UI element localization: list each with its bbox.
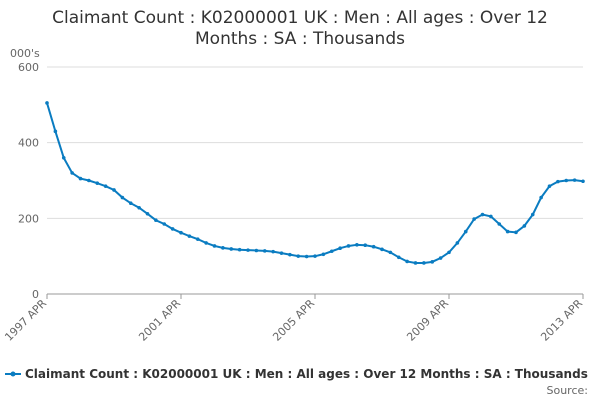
point xyxy=(237,247,242,252)
x-tick-label: 2013 APR xyxy=(538,297,585,344)
point xyxy=(572,178,577,182)
point xyxy=(430,260,435,264)
y-tick-label: 600 xyxy=(18,61,39,74)
point xyxy=(221,246,225,250)
point xyxy=(489,214,493,219)
point xyxy=(338,246,342,251)
point xyxy=(137,205,141,210)
y-tick-label: 0 xyxy=(32,288,39,301)
point xyxy=(162,222,167,226)
point xyxy=(405,259,409,264)
point xyxy=(154,218,158,223)
point xyxy=(128,201,133,205)
point xyxy=(78,176,83,181)
point xyxy=(262,249,267,253)
y-unit: 000's xyxy=(10,47,40,60)
point xyxy=(547,184,552,188)
chart-title: Claimant Count : K02000001 UK : Men : Al… xyxy=(52,8,548,28)
point xyxy=(564,178,569,183)
point xyxy=(380,247,384,252)
point xyxy=(296,254,301,258)
point xyxy=(422,261,426,265)
point xyxy=(179,230,183,235)
point xyxy=(388,250,393,255)
point xyxy=(212,244,217,248)
point xyxy=(103,184,108,188)
point xyxy=(45,101,49,105)
point xyxy=(463,229,468,234)
point xyxy=(413,261,418,265)
point xyxy=(355,243,359,247)
point xyxy=(522,224,527,228)
point xyxy=(271,249,275,254)
point xyxy=(505,229,510,234)
x-tick-label: 1997 APR xyxy=(2,297,49,344)
legend-swatch xyxy=(10,371,16,377)
point xyxy=(204,241,208,245)
point xyxy=(581,179,585,184)
point xyxy=(313,254,317,258)
point xyxy=(455,241,460,245)
point xyxy=(371,244,376,249)
x-tick-label: 2001 APR xyxy=(136,297,183,344)
source: Source: xyxy=(547,384,589,397)
x-tick-label: 2005 APR xyxy=(270,297,317,344)
point xyxy=(61,156,66,160)
point xyxy=(112,188,116,192)
point xyxy=(447,250,451,255)
point xyxy=(497,222,502,226)
point xyxy=(246,248,250,252)
chart-title: Months : SA : Thousands xyxy=(195,29,405,49)
point xyxy=(279,251,284,255)
y-tick-label: 200 xyxy=(18,212,39,225)
point xyxy=(288,252,292,257)
x-tick-label: 2009 APR xyxy=(404,297,451,344)
point xyxy=(304,254,309,259)
legend-label: Claimant Count : K02000001 UK : Men : Al… xyxy=(25,367,588,381)
point xyxy=(329,249,334,254)
point xyxy=(530,212,535,217)
y-tick-label: 400 xyxy=(18,137,39,150)
point xyxy=(170,227,175,231)
point xyxy=(556,179,560,184)
point xyxy=(53,129,58,134)
point xyxy=(396,255,401,260)
point xyxy=(514,230,518,235)
point xyxy=(363,243,368,247)
point xyxy=(254,248,259,253)
point xyxy=(472,217,476,221)
point xyxy=(70,171,74,175)
point xyxy=(120,195,125,200)
point xyxy=(321,252,326,257)
point xyxy=(95,181,100,185)
point xyxy=(229,247,234,251)
point xyxy=(195,237,200,241)
point xyxy=(346,244,351,248)
point xyxy=(187,234,192,238)
point xyxy=(145,211,150,216)
point xyxy=(539,195,543,200)
point xyxy=(480,212,485,217)
series-line xyxy=(46,102,584,264)
point xyxy=(87,178,91,183)
point xyxy=(438,256,443,260)
